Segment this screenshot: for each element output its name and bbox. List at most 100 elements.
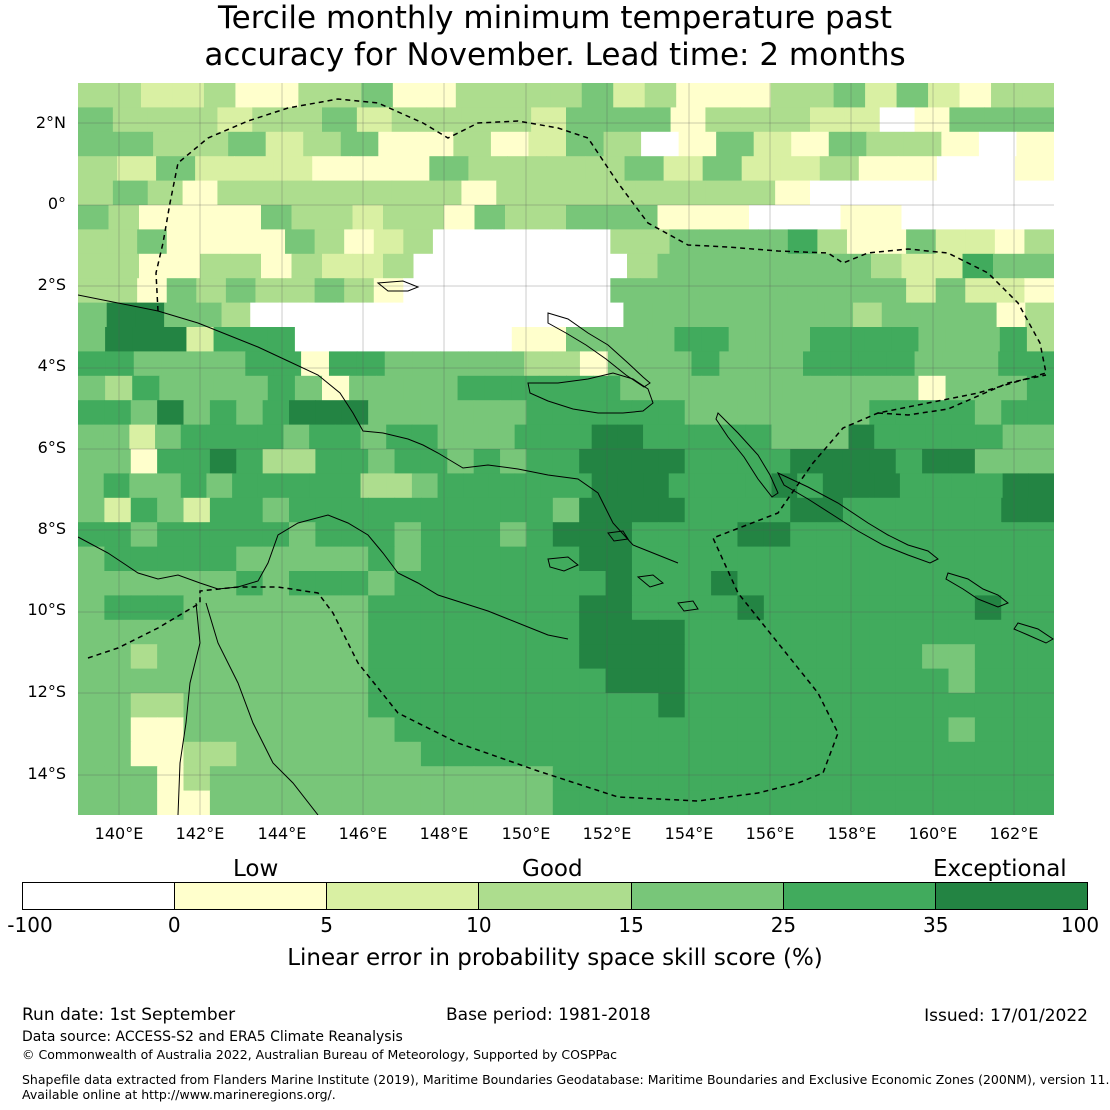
skill-cell	[107, 278, 138, 304]
skill-cell	[368, 619, 396, 645]
skill-cell	[994, 278, 1026, 304]
skill-cell	[579, 790, 607, 815]
skill-cell	[1001, 619, 1029, 645]
skill-cell	[639, 278, 671, 304]
skill-cell	[728, 375, 757, 401]
skill-cell	[816, 449, 844, 474]
skill-cell	[315, 400, 343, 426]
skill-cell	[182, 107, 219, 133]
skill-cell	[810, 180, 846, 206]
skill-cell	[684, 668, 712, 694]
skill-cell	[605, 449, 633, 474]
skill-cell	[301, 351, 330, 377]
skill-cell	[473, 546, 501, 572]
skill-cell	[341, 693, 369, 718]
skill-cell	[209, 741, 237, 767]
skill-cell	[511, 327, 540, 352]
skill-cell	[901, 205, 933, 230]
skill-cell	[1019, 180, 1054, 206]
skill-cell	[775, 107, 811, 133]
skill-cell	[356, 351, 386, 377]
skill-cell	[763, 766, 791, 792]
skill-cell	[196, 278, 227, 304]
skill-cell	[252, 107, 288, 133]
skill-cell	[200, 205, 232, 230]
skill-cell	[104, 522, 132, 548]
skill-cell	[668, 424, 696, 450]
skill-cell	[104, 449, 132, 474]
skill-cell	[488, 424, 516, 450]
skill-cell	[245, 351, 274, 377]
skill-cell	[262, 571, 290, 596]
skill-cell	[394, 546, 422, 572]
skill-cell	[195, 156, 235, 182]
skill-cell	[842, 522, 870, 548]
skill-cell	[844, 180, 881, 206]
skill-cell	[684, 693, 712, 718]
skill-cell	[1023, 205, 1054, 230]
skill-cell	[526, 497, 554, 523]
skill-cell	[261, 205, 293, 230]
skill-cell	[157, 693, 185, 718]
skill-cell	[329, 83, 362, 108]
skill-cell	[182, 180, 219, 206]
skill-cell	[315, 571, 343, 596]
skill-cell	[842, 668, 870, 694]
skill-cell	[157, 619, 185, 645]
skill-cell	[709, 302, 739, 328]
skill-cell	[624, 156, 665, 182]
skill-cell	[250, 302, 280, 328]
skill-cell	[132, 327, 160, 352]
skill-cell	[289, 766, 317, 792]
skill-cell	[500, 693, 528, 718]
skill-cell	[473, 449, 501, 474]
skill-cell	[78, 83, 111, 108]
skill-cell	[107, 229, 138, 255]
skill-cell	[631, 668, 659, 694]
skill-cell	[430, 375, 459, 401]
skill-cell	[959, 83, 992, 108]
skill-cell	[1001, 595, 1029, 621]
skill-cell	[753, 131, 792, 157]
skill-cell	[78, 741, 105, 767]
skill-cell	[993, 253, 1025, 279]
colorbar-tick-label: 0	[167, 913, 181, 937]
skill-cell	[356, 180, 393, 206]
skill-cell	[566, 205, 598, 230]
skill-cell	[426, 180, 463, 206]
skill-cell	[130, 717, 158, 743]
skill-cell	[737, 790, 765, 815]
skill-cell	[810, 205, 842, 230]
skill-cell	[278, 302, 309, 328]
skill-cell	[209, 497, 237, 523]
skill-cell	[500, 497, 528, 523]
skill-cell	[922, 766, 950, 792]
skill-cell	[579, 522, 607, 548]
skill-cell	[728, 278, 759, 304]
skill-cell	[869, 790, 897, 815]
skill-cell	[620, 327, 648, 352]
skill-cell	[104, 497, 132, 523]
skill-cell	[463, 473, 490, 499]
skill-cell	[869, 595, 897, 621]
skill-cell	[579, 449, 607, 474]
skill-cell	[368, 497, 396, 523]
skill-cell	[289, 400, 317, 426]
skill-cell	[1002, 473, 1029, 499]
skill-cell	[262, 668, 290, 694]
skill-cell	[169, 253, 201, 279]
skill-cell	[183, 546, 211, 572]
skill-cell	[552, 449, 580, 474]
skill-cell	[368, 546, 396, 572]
skill-cell	[129, 473, 156, 499]
skill-cell	[540, 424, 567, 450]
skill-cell	[500, 546, 528, 572]
skill-cell	[378, 131, 417, 157]
skill-cell	[891, 327, 920, 352]
skill-cell	[797, 424, 824, 450]
skill-cell	[1024, 229, 1054, 255]
skill-cell	[1001, 644, 1029, 670]
skill-cell	[236, 717, 264, 743]
skill-cell	[869, 497, 897, 523]
skill-cell	[287, 180, 323, 206]
